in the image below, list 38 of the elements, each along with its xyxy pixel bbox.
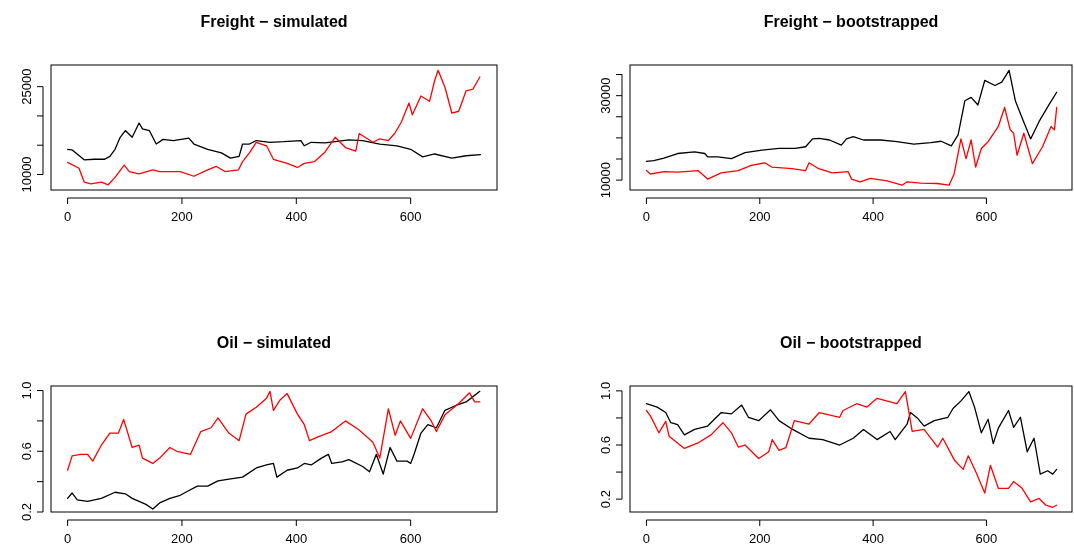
x-tick-label: 400 (285, 531, 308, 546)
line-series (645, 390, 1058, 508)
x-tick-label: 600 (975, 209, 998, 224)
x-tick-label: 0 (63, 209, 72, 224)
y-tick-label: 1.0 (19, 381, 34, 400)
x-tick-label: 600 (399, 531, 422, 546)
y-tick-label: 0.2 (598, 490, 613, 509)
y-tick-label: 25000 (19, 68, 34, 105)
chart-title: Freight − simulated (200, 13, 348, 30)
chart-title: Freight − bootstrapped (763, 13, 939, 30)
line-series (66, 390, 481, 510)
y-tick-label: 10000 (598, 162, 613, 199)
y-tick-label: 1.0 (598, 381, 613, 400)
chart-title: Oil − bootstrapped (780, 334, 922, 351)
y-tick-label: 0.6 (598, 435, 613, 455)
line-series (66, 69, 481, 186)
line-series (66, 122, 482, 161)
x-tick-label: 200 (748, 209, 771, 224)
x-tick-label: 400 (285, 209, 308, 224)
line-series (645, 390, 1058, 475)
x-tick-label: 400 (862, 209, 884, 224)
x-tick-label: 0 (642, 209, 651, 224)
x-tick-label: 600 (975, 531, 998, 546)
y-tick-label: 0.2 (19, 502, 34, 522)
y-tick-label: 30000 (598, 77, 613, 114)
y-tick-label: 10000 (19, 156, 34, 193)
x-tick-label: 200 (171, 209, 193, 224)
chart-title: Oil − simulated (216, 334, 332, 351)
x-tick-label: 0 (642, 531, 651, 546)
x-tick-label: 200 (171, 531, 193, 546)
line-series (66, 390, 481, 471)
x-tick-label: 200 (748, 531, 771, 546)
x-tick-label: 600 (399, 209, 422, 224)
line-series (645, 69, 1058, 163)
line-series (645, 106, 1058, 186)
x-tick-label: 400 (862, 531, 884, 546)
y-tick-label: 0.6 (19, 442, 34, 461)
x-tick-label: 0 (63, 531, 72, 546)
